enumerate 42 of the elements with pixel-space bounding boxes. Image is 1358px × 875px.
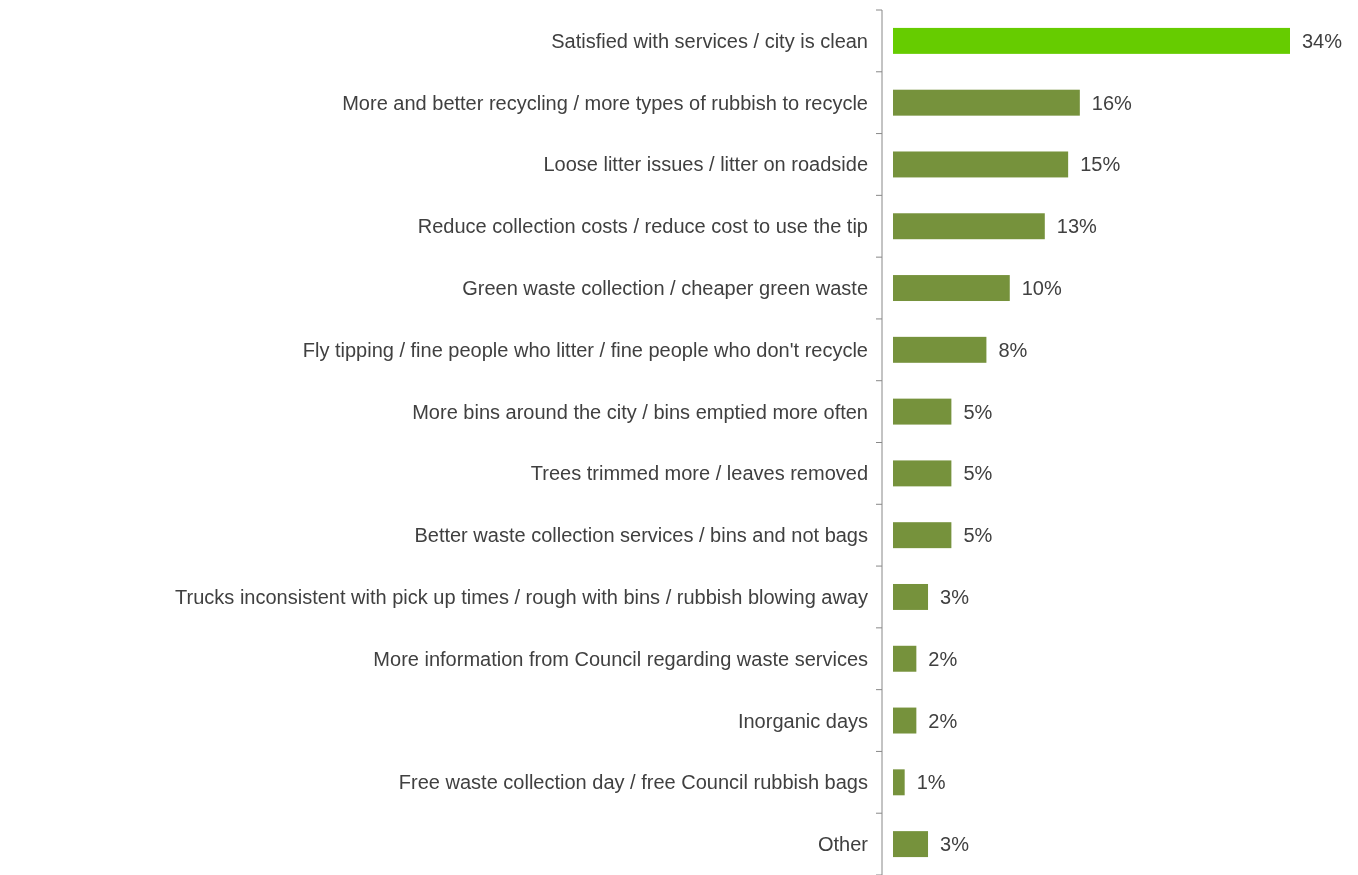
data-label: 2% <box>928 647 958 670</box>
y-tick-label: Free waste collection day / free Council rubbish bags <box>398 771 868 794</box>
y-tick-label: Inorganic days <box>737 709 868 732</box>
data-label: 16% <box>1091 91 1133 114</box>
bar <box>893 336 987 363</box>
y-tick-label: More information from Council regarding waste services <box>373 647 868 670</box>
data-label: 5% <box>963 524 993 547</box>
data-label: 3% <box>940 833 970 856</box>
y-tick-label: Better waste collection services / bins and not bags <box>414 524 868 547</box>
data-label: 8% <box>998 338 1028 361</box>
bar <box>893 275 1010 302</box>
y-tick-label: Reduce collection costs / reduce cost to use the tip <box>417 215 868 238</box>
y-tick-label: Other <box>817 833 869 856</box>
data-label: 15% <box>1080 153 1121 176</box>
data-label: 5% <box>963 462 993 485</box>
y-tick-label: Loose litter issues / litter on roadside <box>543 153 868 176</box>
bar <box>893 769 905 796</box>
data-label: 34% <box>1302 29 1343 52</box>
y-tick-label: More and better recycling / more types of rubbish to recycle <box>342 91 868 114</box>
y-tick-label: Trucks inconsistent with pick up times / rough with bins / rubbish blowing away <box>175 585 868 608</box>
y-tick-label: Fly tipping / fine people who litter / fine people who don't recycle <box>302 338 868 361</box>
data-label: 13% <box>1056 215 1098 238</box>
data-label: 1% <box>916 771 946 794</box>
y-tick-label: More bins around the city / bins emptied more often <box>412 400 868 423</box>
data-label: 3% <box>940 585 970 608</box>
bar <box>893 89 1080 116</box>
bar <box>893 645 917 672</box>
y-tick-label: Trees trimmed more / leaves removed <box>530 462 868 485</box>
bar <box>893 831 929 858</box>
y-tick-label: Satisfied with services / city is clean <box>551 29 868 52</box>
data-label: 5% <box>963 400 993 423</box>
data-label: 2% <box>928 709 958 732</box>
bar <box>893 151 1069 178</box>
bar <box>893 27 1290 54</box>
y-tick-label: Green waste collection / cheaper green waste <box>462 277 868 300</box>
bar <box>893 583 929 610</box>
bar <box>893 707 917 734</box>
data-label: 10% <box>1021 277 1063 300</box>
bar <box>893 398 952 425</box>
bar <box>893 213 1045 240</box>
bar <box>893 460 952 487</box>
bar <box>893 522 952 549</box>
